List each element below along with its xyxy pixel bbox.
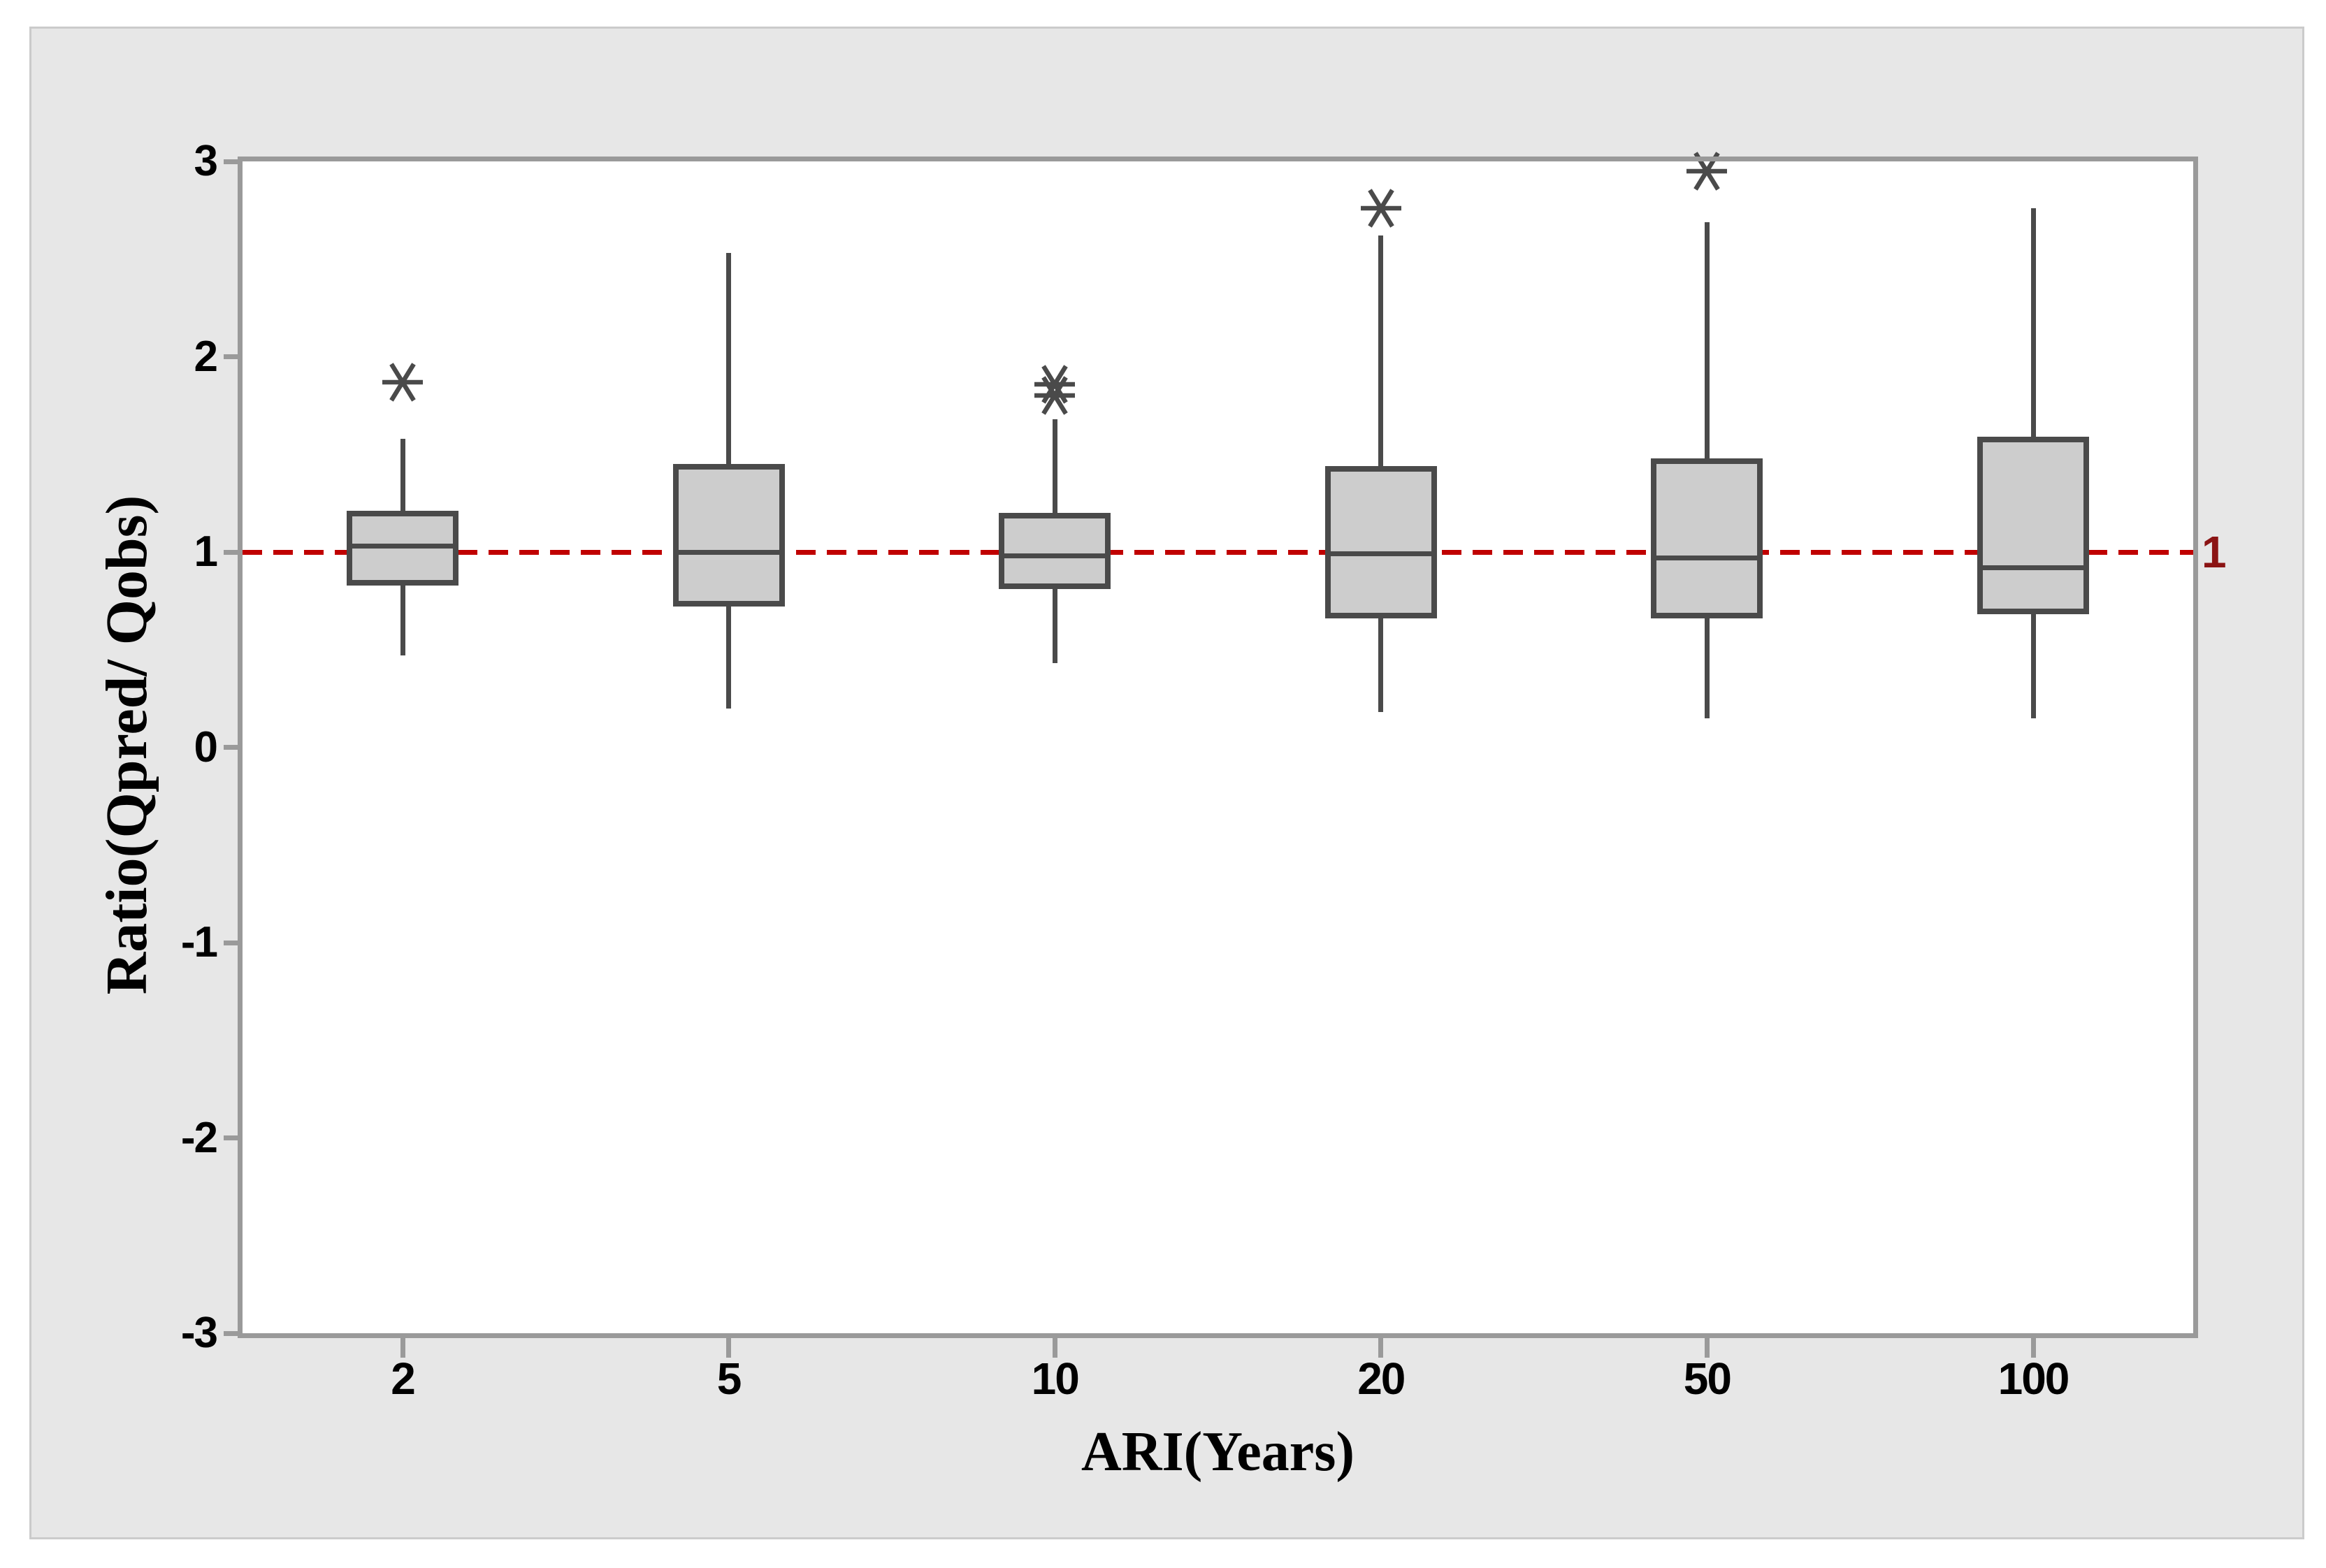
x-axis-tick — [400, 1338, 405, 1358]
figure-panel: 3 2 1 0 -1 -2 -3 2 5 10 20 50 100 1 ARI(Years) Ratio… — [29, 27, 2304, 1539]
median-line — [1977, 565, 2089, 570]
plot-border-right — [2193, 157, 2198, 1338]
y-tick-label: -1 — [180, 918, 218, 966]
x-tick-label: 100 — [1998, 1353, 2070, 1404]
y-axis-tick — [224, 1135, 243, 1140]
outlier-asterisk — [380, 360, 425, 405]
plot-border-bottom — [238, 1333, 2198, 1338]
median-line — [999, 553, 1111, 559]
box-iqr — [1324, 466, 1437, 619]
box-iqr — [1977, 437, 2089, 615]
reference-line — [243, 549, 2193, 555]
y-axis-tick — [224, 745, 243, 750]
box-iqr — [1651, 458, 1763, 619]
x-axis-tick — [726, 1338, 732, 1358]
median-line — [1324, 551, 1437, 557]
y-tick-label: 0 — [194, 723, 218, 771]
x-axis-tick — [1378, 1338, 1384, 1358]
y-axis-tick — [224, 940, 243, 945]
y-axis-title: Ratio(Qpred/ Qobs) — [94, 495, 159, 995]
y-axis-tick — [224, 549, 243, 555]
median-line — [347, 544, 458, 549]
median-line — [672, 549, 785, 555]
y-tick-label: -3 — [180, 1309, 218, 1357]
outlier-asterisk — [1032, 362, 1077, 407]
x-axis-title: ARI(Years) — [1081, 1421, 1355, 1483]
y-tick-label: -2 — [180, 1113, 218, 1162]
x-axis-tick — [2030, 1338, 2036, 1358]
x-tick-label: 5 — [716, 1353, 742, 1404]
x-axis-tick — [1704, 1338, 1710, 1358]
x-tick-label: 2 — [391, 1353, 416, 1404]
x-tick-label: 10 — [1031, 1353, 1080, 1404]
box-iqr — [999, 513, 1111, 590]
median-line — [1651, 555, 1763, 560]
x-tick-label: 20 — [1357, 1353, 1406, 1404]
y-tick-label: 1 — [194, 528, 218, 576]
x-axis-tick — [1052, 1338, 1057, 1358]
reference-line-label: 1 — [2202, 527, 2227, 577]
outlier-asterisk — [1359, 186, 1403, 231]
x-tick-label: 50 — [1683, 1353, 1732, 1404]
y-tick-label: 2 — [194, 332, 218, 381]
y-axis-tick — [224, 354, 243, 359]
plot-border-top — [238, 157, 2198, 161]
y-axis-tick — [224, 159, 243, 164]
y-axis-tick — [224, 1330, 243, 1336]
outlier-asterisk — [1684, 149, 1729, 194]
plot-area — [243, 161, 2193, 1333]
box-iqr — [672, 464, 785, 607]
y-tick-label: 3 — [194, 137, 218, 185]
